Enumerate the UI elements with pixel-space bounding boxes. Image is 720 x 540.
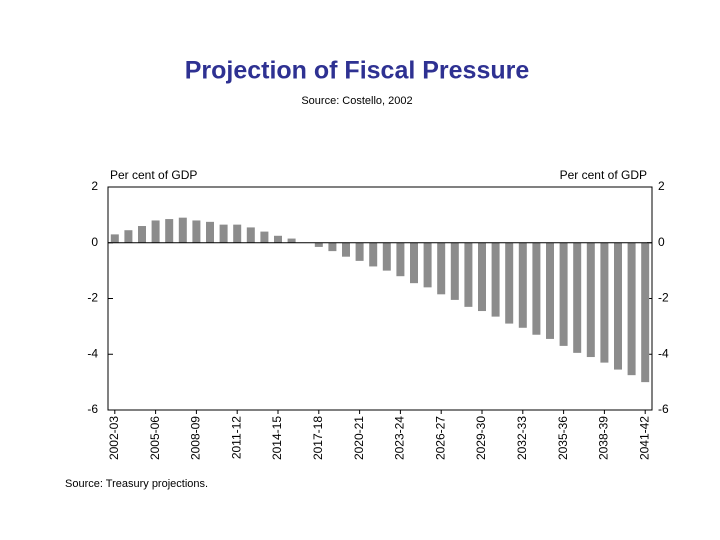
bar [206, 221, 214, 243]
y-tick-label: 2 [91, 179, 98, 193]
x-tick-label: 2008-09 [189, 416, 203, 460]
y-tick-label: -4 [87, 346, 98, 360]
bar [532, 242, 541, 335]
x-tick-label: 2023-24 [393, 416, 407, 460]
bar [192, 220, 201, 243]
bar [641, 242, 650, 383]
x-tick-label: 2014-15 [270, 416, 284, 460]
bar [233, 224, 242, 243]
bar [151, 220, 160, 243]
y2-tick-label: -6 [658, 402, 669, 416]
y-tick-label: -2 [87, 291, 98, 305]
bar [586, 242, 595, 358]
x-tick-label: 2029-30 [474, 416, 488, 460]
x-tick-label: 2020-21 [352, 416, 366, 460]
x-tick-label: 2017-18 [311, 416, 325, 460]
bar [274, 235, 282, 243]
x-tick-label: 2026-27 [433, 416, 447, 460]
chart-title: Projection of Fiscal Pressure [185, 57, 530, 85]
x-tick-label: 2041-42 [637, 416, 651, 460]
bar [328, 242, 337, 252]
bar [559, 242, 568, 346]
plot-frame [107, 186, 653, 411]
bar [219, 224, 228, 243]
bar [246, 227, 255, 243]
bar [600, 242, 609, 363]
bar [423, 242, 432, 288]
y-tick-label: 0 [91, 235, 98, 249]
bar [614, 242, 622, 370]
y2-tick-label: 0 [658, 235, 665, 249]
y2-tick-label: -2 [658, 291, 669, 305]
x-tick-label: 2002-03 [107, 416, 121, 460]
bar [138, 226, 146, 243]
bar [342, 242, 350, 257]
x-tick-label: 2011-12 [229, 416, 243, 459]
x-tick-label: 2035-36 [556, 416, 570, 460]
x-tick-label: 2005-06 [148, 416, 162, 460]
bar [396, 242, 405, 277]
bar [518, 242, 527, 328]
x-tick-label: 2038-39 [597, 416, 611, 460]
y-axis-label: Per cent of GDP [110, 168, 197, 182]
y2-tick-label: -4 [658, 346, 669, 360]
bar [110, 234, 119, 243]
bar [464, 242, 473, 307]
bar [314, 242, 323, 247]
bar [178, 217, 187, 243]
bar [382, 242, 391, 271]
bar [627, 242, 636, 376]
bar [546, 242, 554, 339]
bar [124, 230, 133, 243]
bar [260, 231, 269, 243]
subtitle: Source: Costello, 2002 [301, 95, 412, 107]
bar [573, 242, 582, 353]
bar [355, 242, 364, 261]
bar [437, 242, 446, 295]
footnote: Source: Treasury projections. [65, 478, 208, 490]
y2-tick-label: 2 [658, 179, 665, 193]
y2-axis-label: Per cent of GDP [560, 168, 647, 182]
bar [505, 242, 514, 324]
bar [450, 242, 459, 300]
bar [410, 242, 418, 284]
bar [369, 242, 378, 267]
y-tick-label: -6 [87, 402, 98, 416]
bar [478, 242, 486, 312]
bar [287, 238, 296, 243]
bar [165, 219, 174, 243]
x-tick-label: 2032-33 [515, 416, 529, 460]
bar [491, 242, 500, 317]
